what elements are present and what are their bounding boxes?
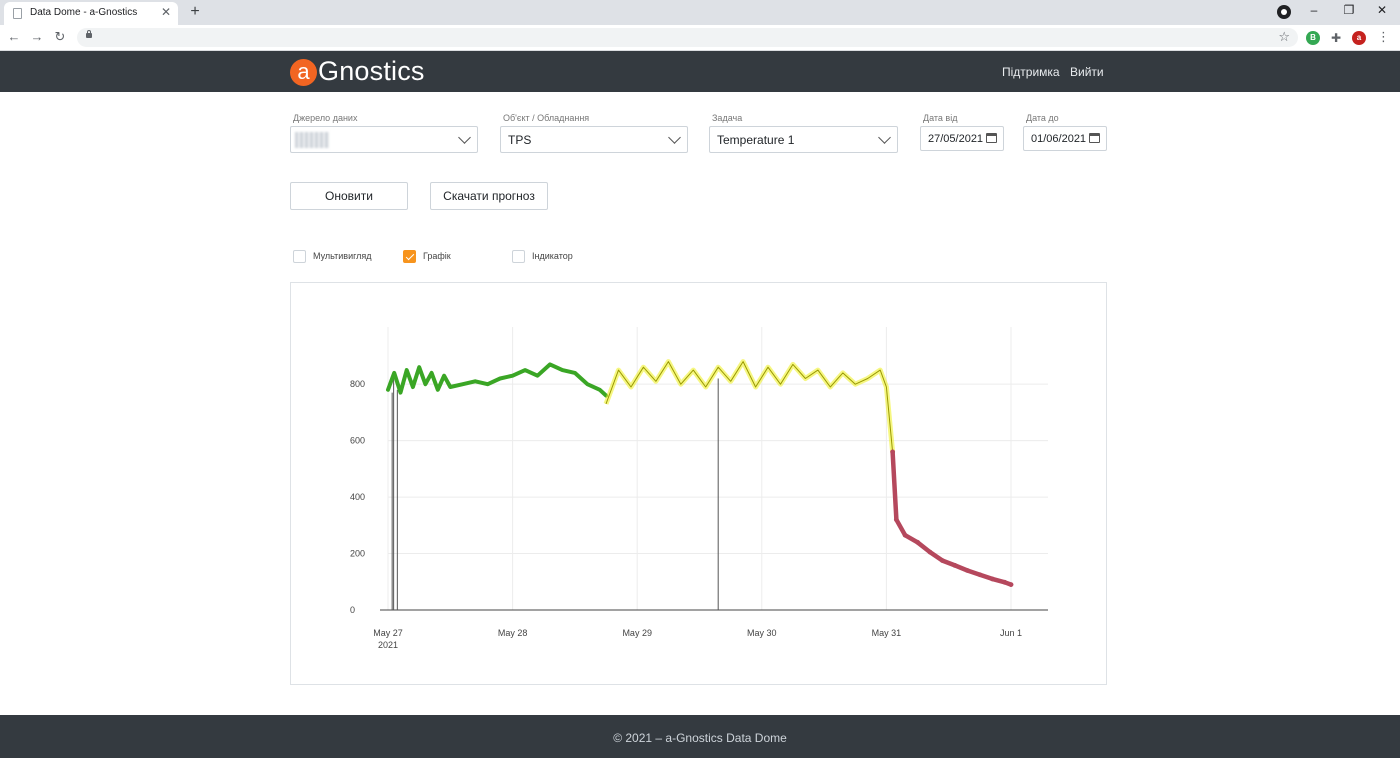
tab-title: Data Dome - a-Gnostics xyxy=(30,7,138,18)
y-tick-label: 0 xyxy=(350,605,355,615)
date-to-value: 01/06/2021 xyxy=(1031,133,1087,145)
series-point xyxy=(915,539,920,545)
date-from-label: Дата від xyxy=(923,113,958,123)
date-to-input[interactable]: 01/06/2021 xyxy=(1023,126,1107,151)
calendar-icon[interactable] xyxy=(986,133,997,143)
date-to-label: Дата до xyxy=(1026,113,1059,123)
page-icon xyxy=(13,8,22,19)
y-tick-label: 400 xyxy=(350,492,365,502)
series-point xyxy=(1008,582,1014,587)
profile-indicator-icon[interactable] xyxy=(1277,5,1291,19)
series-line xyxy=(386,362,608,398)
profile-avatar[interactable]: a xyxy=(1352,31,1366,45)
task-select[interactable]: Temperature 1 xyxy=(709,126,898,153)
y-tick-label: 200 xyxy=(350,549,365,559)
page-footer: © 2021 – a-Gnostics Data Dome xyxy=(0,715,1400,758)
y-tick-label: 800 xyxy=(350,379,365,389)
x-tick-label: May 31 xyxy=(872,628,902,638)
temperature-chart[interactable]: 0 200 400 600 800 May 27 2021 May 28 May 29 May 3… xyxy=(291,283,1106,684)
calendar-icon[interactable] xyxy=(1089,133,1100,143)
chart-panel: 0 200 400 600 800 May 27 2021 May 28 May 29 May 3… xyxy=(290,282,1107,685)
logo-text: Gnostics xyxy=(318,56,425,86)
download-forecast-button[interactable]: Скачати прогноз xyxy=(430,182,548,210)
puzzle-icon[interactable]: ✚ xyxy=(1330,31,1342,45)
x-tick-label: May 30 xyxy=(747,628,777,638)
back-arrow-icon[interactable]: ← xyxy=(7,29,21,44)
multiview-label: Мультивигляд xyxy=(313,251,372,261)
close-window-button[interactable]: ✕ xyxy=(1376,3,1388,17)
series-point xyxy=(940,558,945,563)
object-label: Об'єкт / Обладнання xyxy=(503,113,590,123)
series-point xyxy=(893,517,899,523)
x-tick-label: May 29 xyxy=(622,628,652,638)
forward-arrow-icon[interactable]: → xyxy=(30,29,44,44)
multiview-checkbox[interactable] xyxy=(293,250,306,263)
series-point xyxy=(1002,579,1008,585)
restore-button[interactable]: ❐ xyxy=(1343,3,1355,17)
support-link[interactable]: Підтримка xyxy=(1002,65,1060,79)
browser-tab-bar: Data Dome - a-Gnostics ✕ + – ❐ ✕ xyxy=(0,0,1400,25)
source-select[interactable] xyxy=(290,126,478,153)
indicator-checkbox[interactable] xyxy=(512,250,525,263)
object-value: TPS xyxy=(508,133,532,147)
reload-icon[interactable]: ↻ xyxy=(54,29,66,44)
series-line xyxy=(605,361,894,452)
browser-tab[interactable]: Data Dome - a-Gnostics ✕ xyxy=(4,2,178,25)
x-tick-label: May 27 xyxy=(373,628,403,638)
series-line xyxy=(890,449,1014,587)
date-from-input[interactable]: 27/05/2021 xyxy=(920,126,1004,151)
logo-mark: a xyxy=(290,59,317,86)
address-bar: ← → ↻ ☆ B ✚ a ⋮ xyxy=(0,25,1400,51)
star-icon[interactable]: ☆ xyxy=(1278,29,1290,44)
x-tick-label: Jun 1 xyxy=(1000,628,1022,638)
footer-text: © 2021 – a-Gnostics Data Dome xyxy=(613,731,787,745)
chevron-down-icon xyxy=(878,131,891,144)
extension-icon[interactable]: B xyxy=(1306,31,1320,45)
chart-label: Графік xyxy=(423,251,451,261)
chevron-down-icon xyxy=(668,131,681,144)
logout-link[interactable]: Вийти xyxy=(1070,65,1104,79)
app-header: a Gnostics Підтримка Вийти xyxy=(0,51,1400,92)
new-tab-button[interactable]: + xyxy=(190,3,200,20)
task-label: Задача xyxy=(712,113,743,123)
series-point xyxy=(902,532,908,538)
series-point xyxy=(890,449,896,455)
series-point xyxy=(964,568,970,573)
series-point xyxy=(952,562,958,568)
lock-icon xyxy=(86,30,92,38)
series-point xyxy=(989,576,995,582)
url-input[interactable]: ☆ xyxy=(77,28,1298,47)
chevron-down-icon xyxy=(458,131,471,144)
chart-checkbox[interactable] xyxy=(403,250,416,263)
menu-dots-icon[interactable]: ⋮ xyxy=(1377,29,1390,44)
object-select[interactable]: TPS xyxy=(500,126,688,153)
minimize-button[interactable]: – xyxy=(1310,3,1318,17)
source-label: Джерело даних xyxy=(293,113,358,123)
source-value-blurred xyxy=(295,132,329,148)
series-point xyxy=(977,572,983,578)
task-value: Temperature 1 xyxy=(717,133,795,147)
x-tick-sublabel: 2021 xyxy=(378,640,398,650)
x-tick-label: May 28 xyxy=(498,628,528,638)
refresh-button[interactable]: Оновити xyxy=(290,182,408,210)
close-tab-icon[interactable]: ✕ xyxy=(161,5,172,19)
y-tick-label: 600 xyxy=(350,436,365,446)
series-point xyxy=(927,549,933,555)
date-from-value: 27/05/2021 xyxy=(928,133,984,145)
indicator-label: Індикатор xyxy=(532,251,573,261)
